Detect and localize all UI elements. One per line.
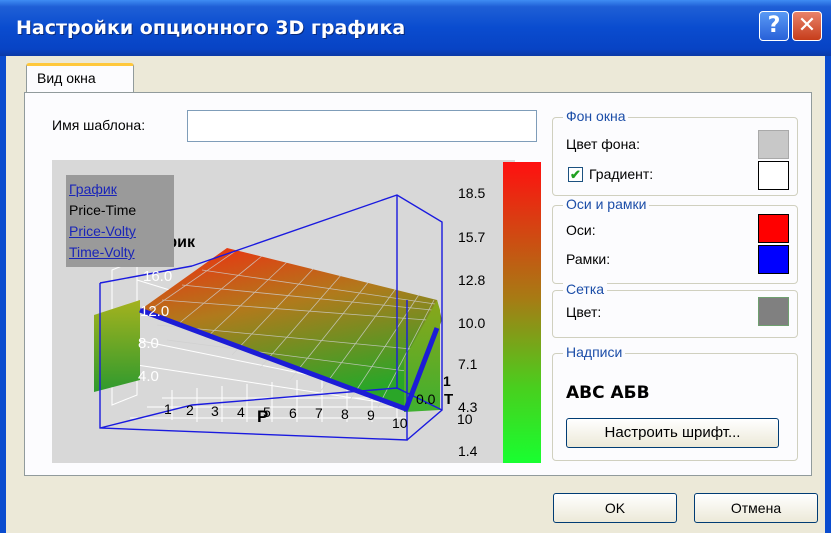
p-tick: 2 [186,402,194,418]
colorbar-tick: 1.4 [458,443,478,459]
t-tick: 0.0 [416,391,436,407]
background-group [552,117,798,196]
frames-color-label: Рамки: [566,251,611,267]
background-group-title: Фон окна [563,108,629,124]
colorbar-tick: 4.3 [458,399,478,415]
axes-color-swatch[interactable] [758,214,789,243]
font-sample-text: ABC АБВ [566,383,650,403]
p-tick: 3 [211,403,219,419]
axes-frames-group [552,205,798,284]
close-button[interactable]: ✕ [792,11,822,41]
p-tick: 6 [289,405,297,421]
ok-button[interactable]: OK [553,493,677,523]
labels-group-title: Надписи [563,344,626,360]
template-name-input[interactable] [187,110,537,142]
p-tick: 1 [164,401,172,417]
template-name-label: Имя шаблона: [52,117,146,133]
colorbar-tick: 12.8 [458,272,486,288]
grid-color-swatch[interactable] [758,297,789,326]
z-tick: 8.0 [138,335,159,352]
frames-color-swatch[interactable] [758,245,789,274]
window-frame-right [825,56,831,533]
chart-3d-svg: График 16.0 12.0 8.0 4.0 1 2 3 4 5 6 7 8… [94,194,473,441]
legend-item-chart[interactable]: График [69,181,117,197]
gradient-color-swatch[interactable] [758,161,789,190]
axes-color-label: Оси: [566,222,596,238]
p-tick: 7 [315,405,323,421]
grid-color-label: Цвет: [566,304,602,320]
chart-colorbar [503,162,541,463]
title-bar[interactable]: Настройки опционного 3D графика ? ✕ [0,0,831,56]
legend-item-price-time[interactable]: Price-Time [69,202,137,218]
tab-window-view[interactable]: Вид окна [26,63,134,93]
labels-group [552,353,798,461]
chart-legend [66,175,174,267]
p-tick: 5 [263,404,271,420]
chart-left-slab [94,300,140,392]
chart-frame [99,194,443,441]
p-tick: 9 [367,407,375,423]
z-tick: 16.0 [143,268,172,285]
background-color-swatch[interactable] [758,130,789,159]
gradient-checkbox[interactable]: ✔ [568,167,583,182]
close-icon: ✕ [797,13,817,38]
help-button[interactable]: ? [759,11,789,41]
axes-frames-group-title: Оси и рамки [563,196,650,212]
z-tick: 12.0 [140,303,169,320]
configure-font-button[interactable]: Настроить шрифт... [566,418,779,448]
legend-item-price-volty[interactable]: Price-Volty [69,223,136,239]
legend-item-time-volty[interactable]: Time-Volty [69,244,135,260]
help-icon: ? [767,13,781,38]
grid-group-title: Сетка [563,281,608,297]
z-tick: 4.0 [138,368,159,385]
p-axis-label: P [257,407,268,426]
p-tick: 4 [237,404,245,420]
t-tick: 10 [457,411,473,427]
p-tick: 8 [341,406,349,422]
grid-group [552,290,798,338]
colorbar-tick: 10.0 [458,315,486,331]
p-tick: 10 [392,415,408,431]
t-axis-label: T [444,391,453,408]
colorbar-tick: 15.7 [458,229,486,245]
window-title: Настройки опционного 3D графика [16,17,406,39]
window-frame-left [0,56,6,533]
surface-grid [149,249,436,408]
t-tick: 1 [443,373,451,389]
cancel-button[interactable]: Отмена [694,493,818,523]
colorbar-tick: 18.5 [458,185,486,201]
colorbar-tick: 7.1 [458,356,478,372]
chart-edge-highlight [139,307,440,412]
tab-label: Вид окна [37,70,96,86]
background-color-label: Цвет фона: [566,136,640,152]
gradient-label: Градиент: [589,166,654,182]
